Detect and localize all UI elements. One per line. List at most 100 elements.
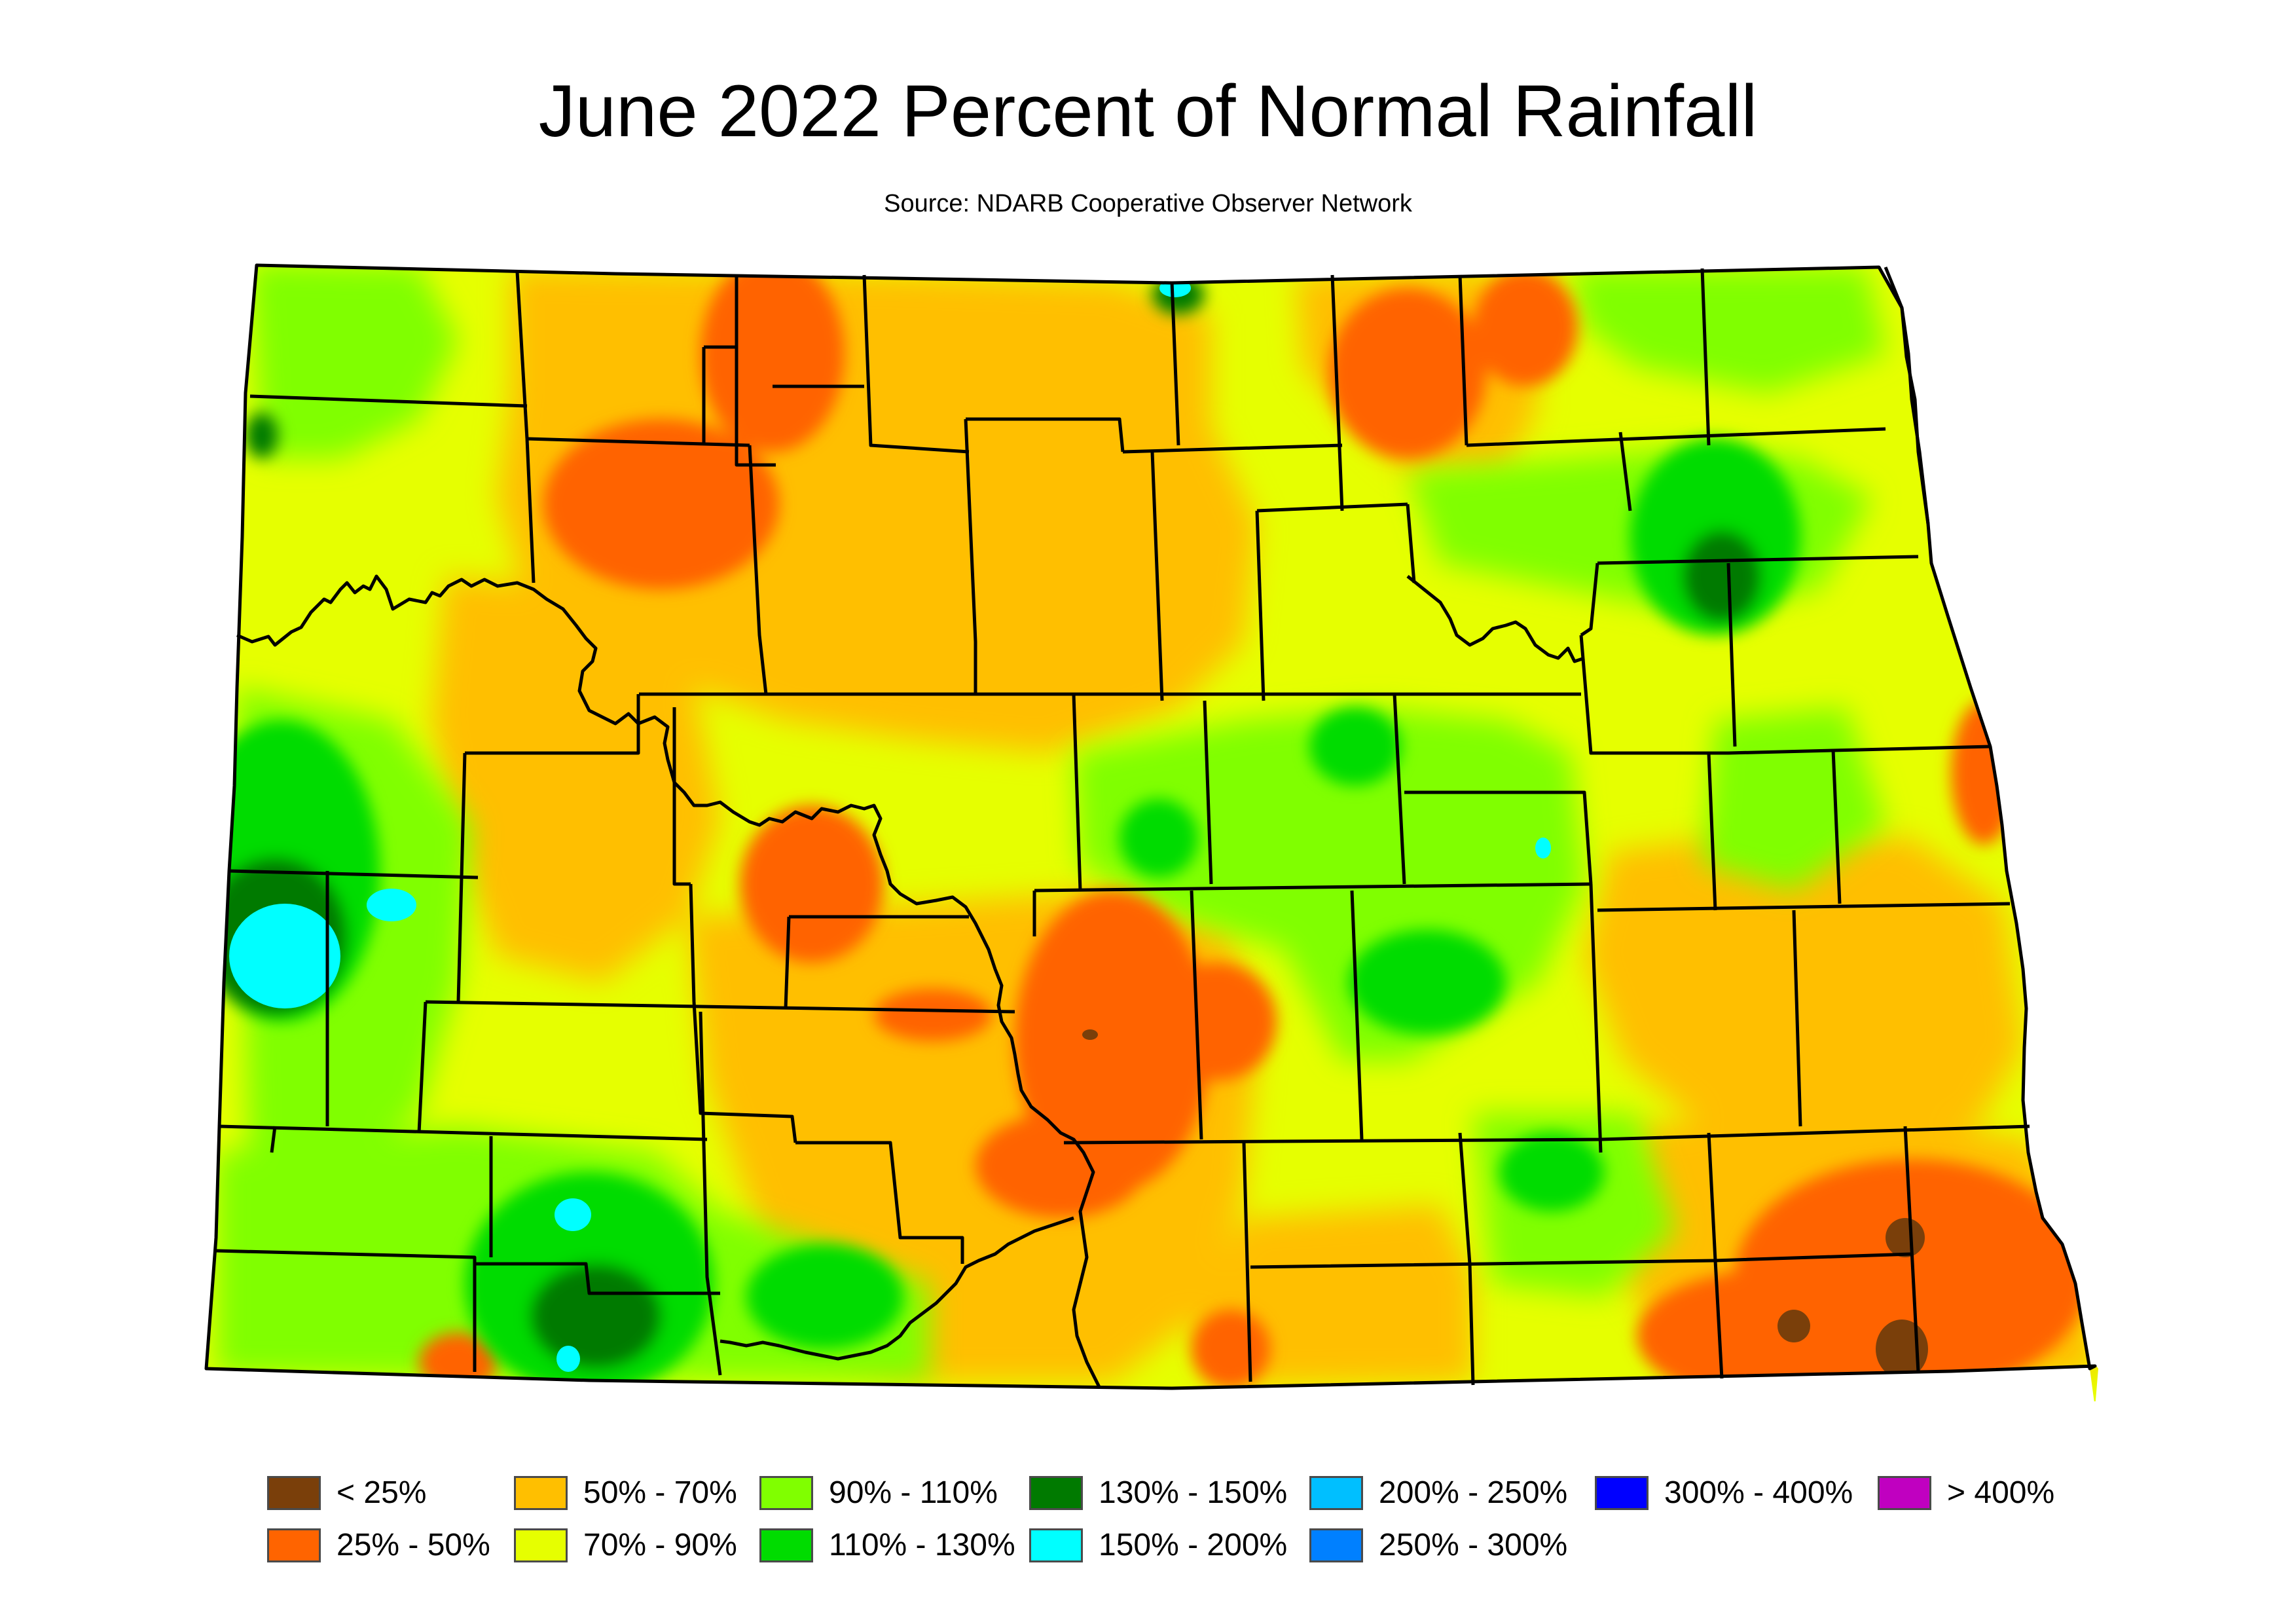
county-line [862, 274, 970, 454]
county-line [475, 1262, 720, 1295]
county-line [1255, 510, 1266, 701]
map-subtitle: Source: NDARB Cooperative Observer Netwo… [884, 190, 1412, 217]
county-line [1589, 883, 1603, 1153]
shade-brown-se1 [1886, 1218, 1925, 1257]
county-line [1256, 502, 1408, 513]
shade-cyan-west2 [367, 889, 416, 921]
shade-brown-regions [1082, 1029, 1928, 1378]
county-line [735, 275, 776, 467]
county-line [784, 916, 791, 1009]
shade-g110-center2 [1349, 930, 1506, 1035]
shade-red-south-mid [1192, 1310, 1270, 1388]
river-west [236, 574, 1102, 1390]
county-line [526, 437, 750, 447]
county-line [1597, 902, 2011, 912]
county-line [1713, 1260, 1724, 1379]
county-line [1580, 563, 1599, 637]
shade-red-small-mid [874, 989, 992, 1041]
county-line [1393, 693, 1406, 885]
shade-g130-sw [530, 1264, 661, 1369]
county-line [1190, 890, 1203, 1140]
shade-g110-center [1309, 707, 1401, 786]
county-line [966, 417, 1125, 452]
county-line [1468, 1263, 1475, 1386]
shade-g110-se [1499, 1133, 1604, 1211]
county-line [1579, 635, 1991, 755]
shade-cyan-regions [229, 279, 1551, 1372]
county-line [1458, 1132, 1472, 1264]
county-line [1903, 1126, 1920, 1373]
county-line [1404, 790, 1593, 885]
county-line [1203, 700, 1213, 885]
county-line [1242, 1142, 1252, 1382]
shade-brown-se2 [1777, 1310, 1810, 1342]
shade-red-north [701, 265, 845, 452]
shade-cyan-west [229, 904, 340, 1008]
county-line [748, 445, 768, 695]
county-line [270, 1126, 277, 1153]
river-east-border [1884, 267, 1930, 525]
shade-orange-west-central [432, 576, 720, 982]
shade-red-south-center2 [975, 1113, 1146, 1218]
county-line [1063, 1124, 2030, 1145]
river-missouri-sw [720, 1216, 1074, 1361]
county-line [1792, 910, 1802, 1127]
county-line [1034, 882, 1592, 893]
county-line [249, 394, 528, 408]
county-line [1597, 555, 1919, 565]
shade-red-nw-center [543, 419, 779, 589]
shade-red-ne [1329, 288, 1486, 458]
county-line [1406, 504, 1416, 583]
shade-g110-sw2 [746, 1244, 903, 1349]
shade-red-south-center3 [1159, 963, 1277, 1080]
county-boundaries [204, 263, 2097, 1390]
shade-g110-mid [1120, 799, 1198, 877]
county-line [1072, 693, 1082, 891]
shade-orange-north-central [498, 268, 1257, 753]
county-line [795, 1141, 964, 1264]
county-line [1707, 752, 1717, 911]
county-line [1170, 281, 1180, 446]
county-line [692, 1001, 797, 1143]
county-line [1831, 749, 1842, 904]
shade-cyan-sw [555, 1198, 591, 1231]
county-line [1707, 1132, 1717, 1261]
county-line [1700, 268, 1711, 446]
county-line [417, 1001, 428, 1134]
county-line [525, 438, 536, 583]
shade-green-far-ne [1571, 267, 1886, 393]
shade-brown-se3 [1876, 1320, 1928, 1378]
shade-brown-center [1082, 1029, 1098, 1040]
county-line [689, 883, 696, 1003]
county-line [1466, 427, 1886, 447]
shade-g130-nw [246, 413, 278, 458]
rainfall-shading [206, 265, 2098, 1401]
shade-red-center [740, 805, 884, 963]
county-line [219, 1124, 708, 1141]
county-line [228, 869, 479, 879]
shade-g130-ne [1683, 530, 1761, 622]
map-title: June 2022 Percent of Normal Rainfall [538, 70, 1758, 152]
county-line [964, 418, 977, 694]
county-line [1330, 274, 1344, 511]
shade-red-southeast2 [1637, 1270, 1899, 1401]
county-line [1150, 451, 1164, 701]
shade-green-northwest [249, 265, 458, 458]
county-line [215, 1249, 477, 1372]
shade-cyan-sw2 [556, 1346, 580, 1372]
county-line [1122, 443, 1343, 454]
county-line [672, 707, 691, 886]
county-line [1726, 563, 1737, 747]
county-line [1350, 890, 1364, 1140]
county-line [515, 271, 529, 439]
county-line [699, 1011, 722, 1376]
county-line [425, 1000, 1015, 1014]
shade-red-ne2 [1473, 268, 1578, 386]
county-line [465, 694, 640, 755]
county-line [1618, 432, 1632, 511]
shade-red-regions [419, 265, 2088, 1401]
river-sheyenne [1406, 575, 1585, 663]
county-line [1458, 274, 1468, 446]
